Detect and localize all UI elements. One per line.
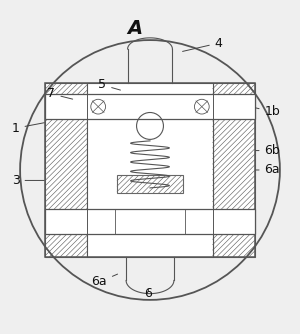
Bar <box>46 84 254 257</box>
Text: 5: 5 <box>98 78 121 92</box>
Text: A: A <box>128 19 142 38</box>
Bar <box>87 84 213 257</box>
Bar <box>109 97 191 116</box>
Text: 1: 1 <box>12 122 44 135</box>
Bar <box>88 97 108 116</box>
Bar <box>213 84 254 257</box>
Text: 3: 3 <box>12 174 44 187</box>
Text: 6a: 6a <box>92 274 118 289</box>
Text: 1b: 1b <box>256 105 280 118</box>
Bar <box>192 97 212 116</box>
Bar <box>46 94 254 119</box>
Bar <box>117 175 183 193</box>
Bar <box>90 211 210 232</box>
Text: 7: 7 <box>47 87 73 100</box>
Text: 6: 6 <box>145 288 152 300</box>
Text: 4: 4 <box>183 37 223 51</box>
Text: 6a: 6a <box>256 163 280 176</box>
Bar <box>46 209 254 234</box>
Text: 6b: 6b <box>256 144 280 157</box>
Bar <box>46 84 87 257</box>
